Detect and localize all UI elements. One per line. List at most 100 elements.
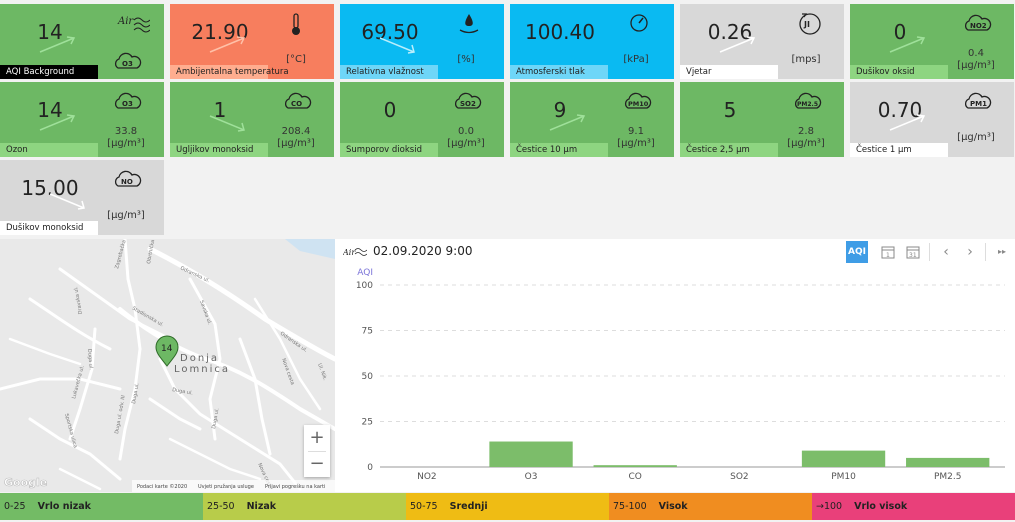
tile-pressure[interactable]: 100.40 [kPa] Atmosferski tlak xyxy=(510,4,674,79)
legend-segment-low: 25-50 Nizak xyxy=(203,493,406,520)
y-axis-label: AQI xyxy=(357,268,373,278)
no-cloud-icon: NO xyxy=(114,170,142,187)
place-label: Lomnica xyxy=(174,364,230,375)
last-button[interactable]: ▸▸ xyxy=(997,247,1007,256)
svg-text:Duga ul.: Duga ul. xyxy=(131,382,141,404)
x-tick-label: O3 xyxy=(525,472,538,482)
tile-value: 14 xyxy=(37,20,63,44)
prev-button[interactable]: ‹ xyxy=(943,244,949,260)
bar-pm10 xyxy=(801,450,886,467)
tile-value: 0 xyxy=(383,98,397,122)
tile-label: Čestice 1 μm xyxy=(850,143,948,157)
svg-text:31: 31 xyxy=(909,252,917,259)
tile-pm25[interactable]: 5 PM2.5 2.8 [μg/m³] Čestice 2,5 μm xyxy=(680,82,844,157)
aqi-toggle-button[interactable]: AQI xyxy=(846,241,868,263)
svg-text:CO: CO xyxy=(291,100,302,108)
map-panel[interactable]: Odranska ul. Odranska ul. Zagrebačka ul.… xyxy=(0,239,335,492)
tile-label: Relativna vlažnost xyxy=(340,65,438,79)
pm25-cloud-icon: PM2.5 xyxy=(794,92,822,109)
tile-label: Dušikov monoksid xyxy=(0,221,98,235)
aqi-legend: 0-25 Vrlo nizak 25-50 Nizak 50-75 Srednji 7… xyxy=(0,493,1015,520)
trend-arrow-icon xyxy=(39,36,76,53)
tile-value: 9 xyxy=(553,98,567,122)
bar-chart: AQI 0 25 50 75 100 NO2 O3 CO SO2 PM10 PM2.5 xyxy=(356,268,1005,482)
trend-arrow-icon xyxy=(379,37,415,54)
y-tick-label: 50 xyxy=(362,372,374,382)
tile-unit: 0.4 [μg/m³] xyxy=(957,48,995,71)
tile-co[interactable]: 1 CO 208.4 [μg/m³] Ugljikov monoksid xyxy=(170,82,334,157)
svg-text:Duga ul.: Duga ul. xyxy=(211,407,221,429)
tile-label: Čestice 2,5 μm xyxy=(680,143,778,157)
o3-cloud-icon: O3 xyxy=(114,92,142,109)
trend-arrow-icon xyxy=(39,114,76,131)
x-tick-label: SO2 xyxy=(730,472,749,482)
svg-text:Duga ul.: Duga ul. xyxy=(86,349,94,371)
tile-pm10[interactable]: 9 PM10 9.1 [μg/m³] Čestice 10 μm xyxy=(510,82,674,157)
tile-so2[interactable]: 0 SO2 0.0 [μg/m³] Sumporov dioksid xyxy=(340,82,504,157)
tile-wind[interactable]: 0.26 JI [mps] Vjetar xyxy=(680,4,844,79)
tile-value: 15.00 xyxy=(21,176,79,200)
svg-text:Air: Air xyxy=(117,16,134,27)
tile-label: Čestice 10 μm xyxy=(510,143,608,157)
tile-label: Atmosferski tlak xyxy=(510,65,608,79)
pm1-cloud-icon: PM1 xyxy=(964,92,992,109)
legend-segment-high: 75-100 Visok xyxy=(609,493,812,520)
zoom-out-button[interactable]: − xyxy=(309,453,325,474)
x-tick-label: PM10 xyxy=(831,472,856,482)
next-button[interactable]: › xyxy=(967,244,973,260)
wind-direction-icon: JI xyxy=(799,13,821,35)
svg-text:O3: O3 xyxy=(122,100,133,108)
tile-temperature[interactable]: 21.90 [°C] Ambijentalna temperatura xyxy=(170,4,334,79)
trend-arrow-icon xyxy=(889,36,926,53)
aqi-logo-icon: Air xyxy=(343,248,367,257)
calendar-month-icon: 31 xyxy=(906,246,920,259)
svg-text:Air: Air xyxy=(343,248,356,257)
tile-humidity[interactable]: 69.50 [%] Relativna vlažnost xyxy=(340,4,504,79)
day-view-button[interactable]: 1 xyxy=(877,241,899,263)
tile-unit: 208.4 [μg/m³] xyxy=(277,126,315,149)
place-label: Donja xyxy=(180,353,219,364)
y-tick-label: 100 xyxy=(356,281,373,291)
legend-segment-medium: 50-75 Srednji xyxy=(406,493,609,520)
svg-text:1: 1 xyxy=(886,252,890,259)
map-terms-link: Uvjeti pružanja usluge xyxy=(198,483,254,490)
month-view-button[interactable]: 31 xyxy=(902,241,924,263)
svg-text:JI: JI xyxy=(803,20,810,29)
x-tick-label: PM2.5 xyxy=(934,472,962,482)
so2-cloud-icon: SO2 xyxy=(454,92,482,109)
trend-arrow-icon xyxy=(889,114,926,131)
svg-text:Ul. Nik.: Ul. Nik. xyxy=(316,363,328,382)
tile-no2[interactable]: 0 NO2 0.4 [μg/m³] Dušikov oksid xyxy=(850,4,1014,79)
bar-o3 xyxy=(489,441,573,467)
trend-arrow-icon xyxy=(719,36,756,53)
svg-text:PM10: PM10 xyxy=(628,100,649,108)
trend-arrow-icon xyxy=(549,114,586,131)
tile-no[interactable]: 15.00 NO [μg/m³] Dušikov monoksid xyxy=(0,160,164,235)
tile-label: Ugljikov monoksid xyxy=(170,143,268,157)
zoom-in-button[interactable]: + xyxy=(309,427,325,448)
tile-unit: 33.8 [μg/m³] xyxy=(107,126,145,149)
water-drop-icon xyxy=(459,14,479,34)
tile-label: Sumporov dioksid xyxy=(340,143,438,157)
tile-unit: [mps] xyxy=(791,54,821,65)
bar-co xyxy=(593,465,677,467)
svg-text:PM2.5: PM2.5 xyxy=(797,101,818,108)
legend-segment-very-low: 0-25 Vrlo nizak xyxy=(0,493,203,520)
no2-cloud-icon: NO2 xyxy=(964,14,992,31)
svg-text:NO2: NO2 xyxy=(970,22,987,30)
tile-unit: [kPa] xyxy=(623,54,649,65)
zoom-control[interactable]: + − xyxy=(304,425,330,477)
tile-unit: [μg/m³] xyxy=(107,210,145,221)
chart-datetime: 02.09.2020 9:00 xyxy=(373,244,473,258)
svg-text:O3: O3 xyxy=(122,60,133,68)
x-tick-label: CO xyxy=(629,472,642,482)
x-tick-label: NO2 xyxy=(417,472,437,482)
gauge-icon xyxy=(630,14,648,32)
tile-o3[interactable]: 14 O3 33.8 [μg/m³] Ozon xyxy=(0,82,164,157)
svg-text:Duga ul.: Duga ul. xyxy=(172,387,194,397)
tile-pm1[interactable]: 0.70 PM1 [μg/m³] Čestice 1 μm xyxy=(850,82,1014,157)
chart-header: Air 02.09.2020 9:00 AQI 1 31 ‹ › ▸▸ xyxy=(335,239,1015,263)
tile-value: 69.50 xyxy=(361,20,419,44)
map-marker-icon: 14 xyxy=(155,335,179,367)
tile-aqi-background[interactable]: 14 Air O3 AQI Background xyxy=(0,4,164,79)
